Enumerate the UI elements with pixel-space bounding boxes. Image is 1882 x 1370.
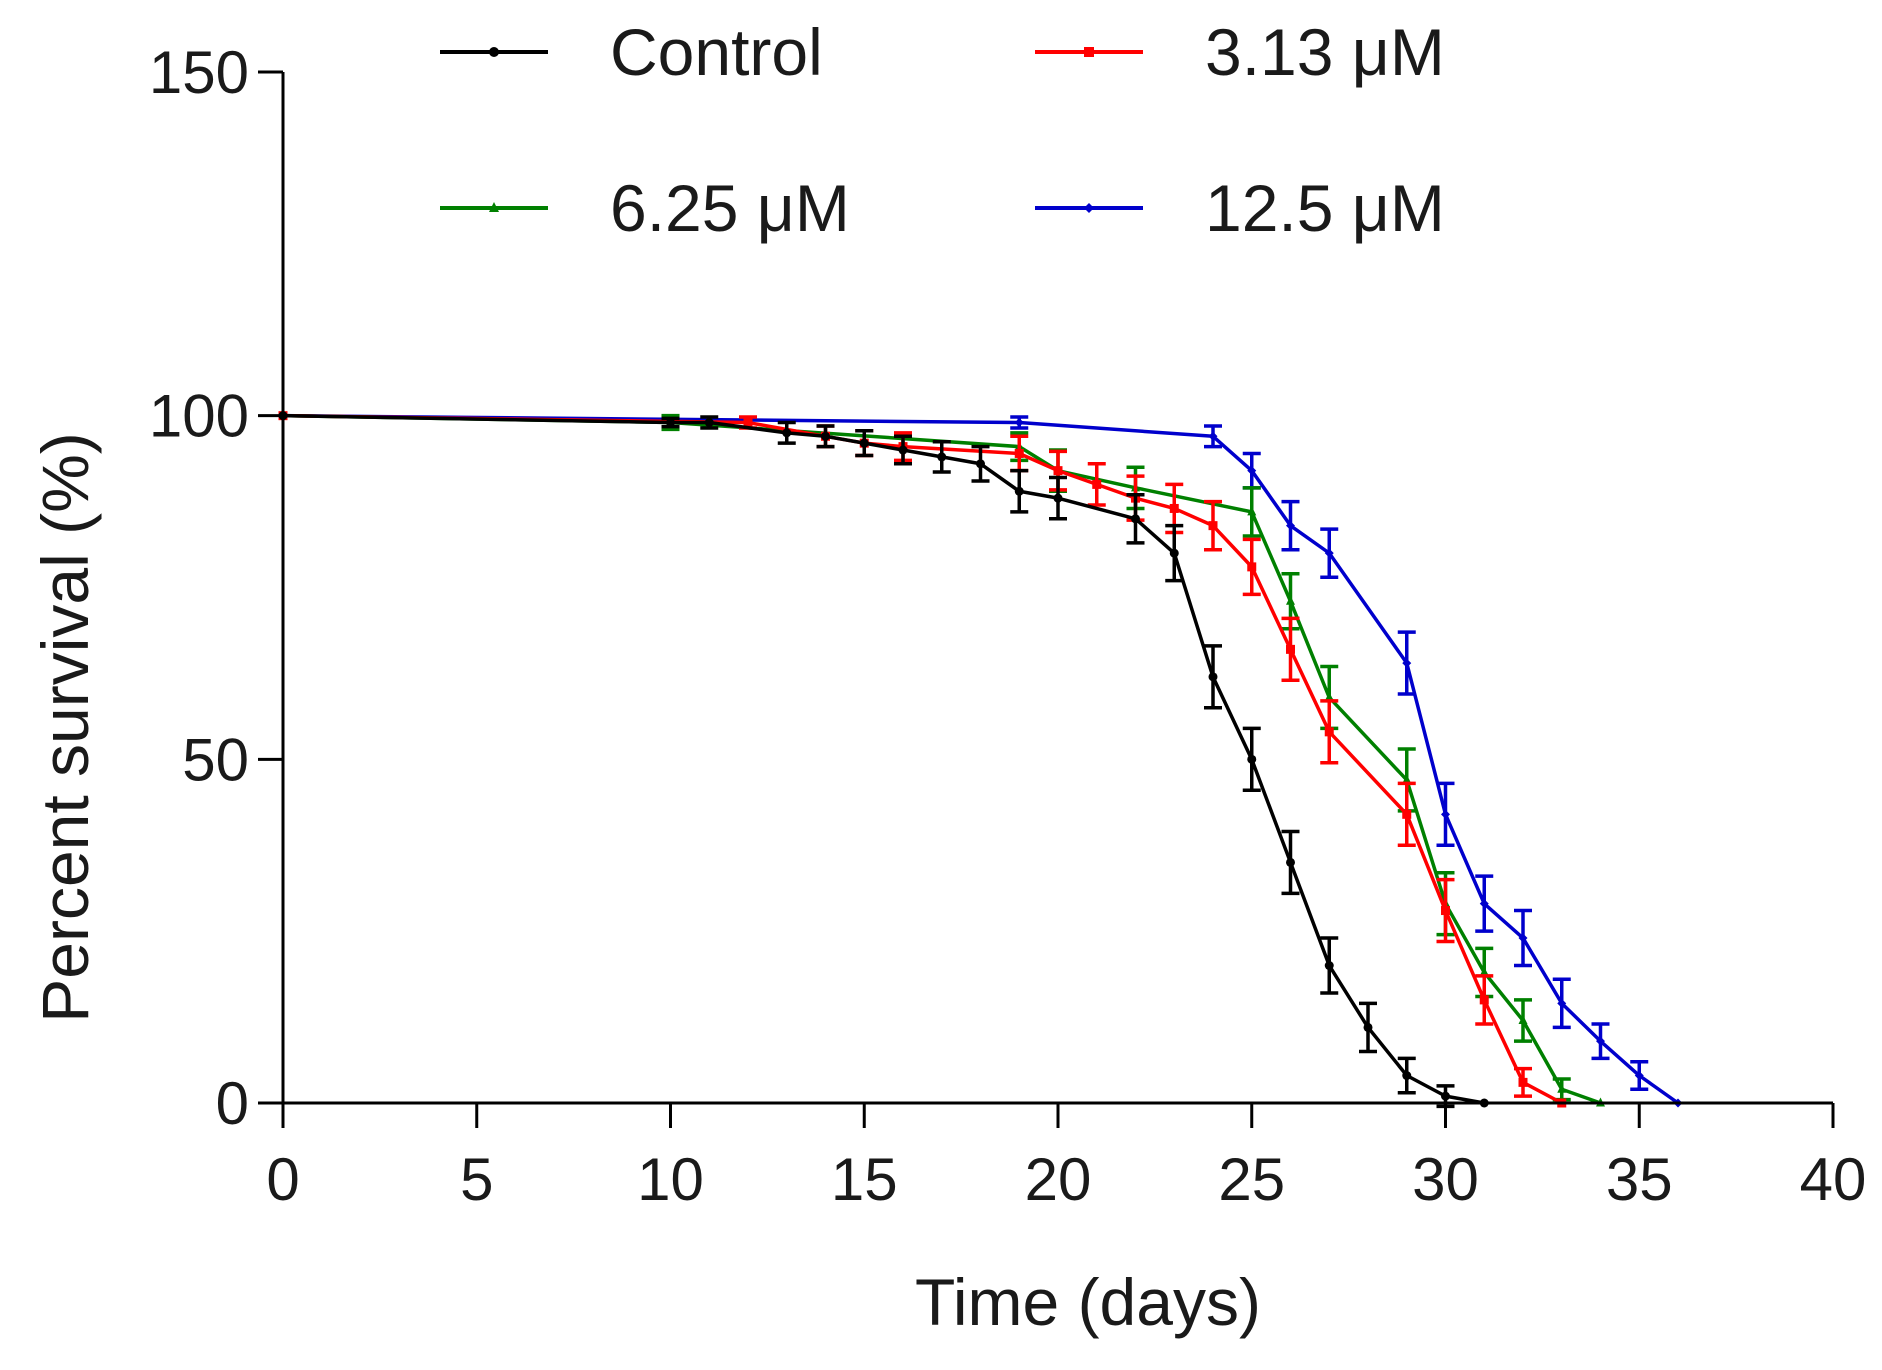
data-point [1518, 1015, 1528, 1025]
data-point [1518, 1077, 1528, 1087]
y-axis-title: Percent survival (%) [28, 432, 102, 1023]
series-12-5-m [278, 411, 1683, 1108]
data-point [1441, 809, 1450, 819]
series-control [278, 411, 1489, 1109]
data-point [1014, 486, 1024, 496]
legend-label: 6.25 μM [610, 171, 850, 245]
data-point [1402, 1071, 1412, 1081]
x-tick-label: 20 [1025, 1146, 1092, 1213]
data-point [1596, 1036, 1605, 1046]
data-point [1479, 899, 1489, 909]
y-tick-label: 150 [149, 39, 249, 106]
data-point [1169, 503, 1179, 513]
x-tick-label: 35 [1606, 1146, 1673, 1213]
y-tick-label: 50 [182, 726, 249, 793]
data-point [821, 431, 830, 441]
x-tick-label: 25 [1218, 1146, 1285, 1213]
data-point [1014, 448, 1024, 458]
series-line [282, 413, 1602, 1105]
legend: Control 3.13 μM 6.25 μM 12.5 μM [440, 15, 1445, 245]
data-point [937, 452, 947, 462]
x-ticks: 0 5 10 15 20 25 30 35 40 [266, 1103, 1866, 1213]
series-layer [278, 410, 1683, 1109]
data-point [1286, 857, 1295, 867]
data-point [1286, 521, 1295, 531]
legend-item-control: Control [440, 15, 823, 89]
x-tick-label: 5 [460, 1146, 493, 1213]
data-point [1518, 933, 1528, 943]
legend-label: 3.13 μM [1205, 15, 1445, 89]
data-point [1092, 479, 1102, 489]
legend-item-3-13-m: 3.13 μM [1035, 15, 1445, 89]
data-point [1324, 548, 1334, 558]
data-point [1053, 493, 1063, 503]
data-point [1324, 727, 1334, 737]
data-point [743, 418, 753, 428]
data-point [1247, 506, 1257, 516]
data-point [1634, 1071, 1644, 1081]
data-point [1169, 548, 1179, 558]
y-ticks: 0 50 100 150 [149, 39, 283, 1137]
legend-swatch-marker [1084, 203, 1094, 213]
legend-label: 12.5 μM [1205, 171, 1445, 245]
data-point [1208, 521, 1218, 531]
series-6-25-m [278, 410, 1605, 1107]
data-point [1402, 774, 1412, 784]
legend-swatch-marker [489, 47, 499, 57]
data-point [782, 428, 792, 438]
x-tick-label: 15 [831, 1146, 898, 1213]
data-point [1402, 809, 1412, 819]
series-line [282, 413, 1563, 1105]
data-point [1286, 595, 1295, 605]
data-point [898, 445, 908, 455]
data-point [1363, 1022, 1373, 1032]
data-point [1208, 431, 1218, 441]
data-point [1324, 961, 1334, 971]
x-tick-label: 30 [1412, 1146, 1479, 1213]
data-point [1441, 1091, 1450, 1101]
data-point [1131, 514, 1140, 524]
data-point [1247, 466, 1257, 476]
x-tick-label: 40 [1800, 1146, 1867, 1213]
x-axis-title: Time (days) [915, 1265, 1261, 1339]
data-point [666, 418, 675, 428]
legend-item-6-25-m: 6.25 μM [440, 171, 850, 245]
legend-label: Control [610, 15, 823, 89]
data-point [1053, 466, 1063, 476]
x-tick-label: 0 [266, 1146, 299, 1213]
x-tick-label: 10 [637, 1146, 704, 1213]
series-line [282, 413, 1485, 1105]
data-point [1479, 995, 1489, 1005]
data-point [1402, 658, 1412, 668]
legend-swatch-marker [489, 202, 499, 212]
data-point [1557, 1083, 1567, 1093]
data-point [1208, 672, 1218, 682]
series-line [282, 413, 1680, 1105]
y-tick-label: 100 [149, 383, 249, 450]
data-point [976, 459, 985, 469]
data-point [704, 418, 714, 428]
data-point [859, 438, 869, 448]
data-point [1247, 754, 1257, 764]
data-point [1479, 966, 1489, 976]
data-point [1324, 691, 1334, 701]
data-point [1286, 644, 1295, 654]
data-point [1557, 998, 1567, 1008]
data-point [1014, 418, 1024, 428]
legend-item-12-5-m: 12.5 μM [1035, 171, 1445, 245]
axes-layer: 0 5 10 15 20 25 30 35 40 0 50 100 150 Time (days) P… [28, 39, 1866, 1339]
data-point [1441, 906, 1450, 916]
data-point [1247, 562, 1257, 572]
y-tick-label: 0 [216, 1070, 249, 1137]
legend-swatch-marker [1084, 47, 1094, 57]
